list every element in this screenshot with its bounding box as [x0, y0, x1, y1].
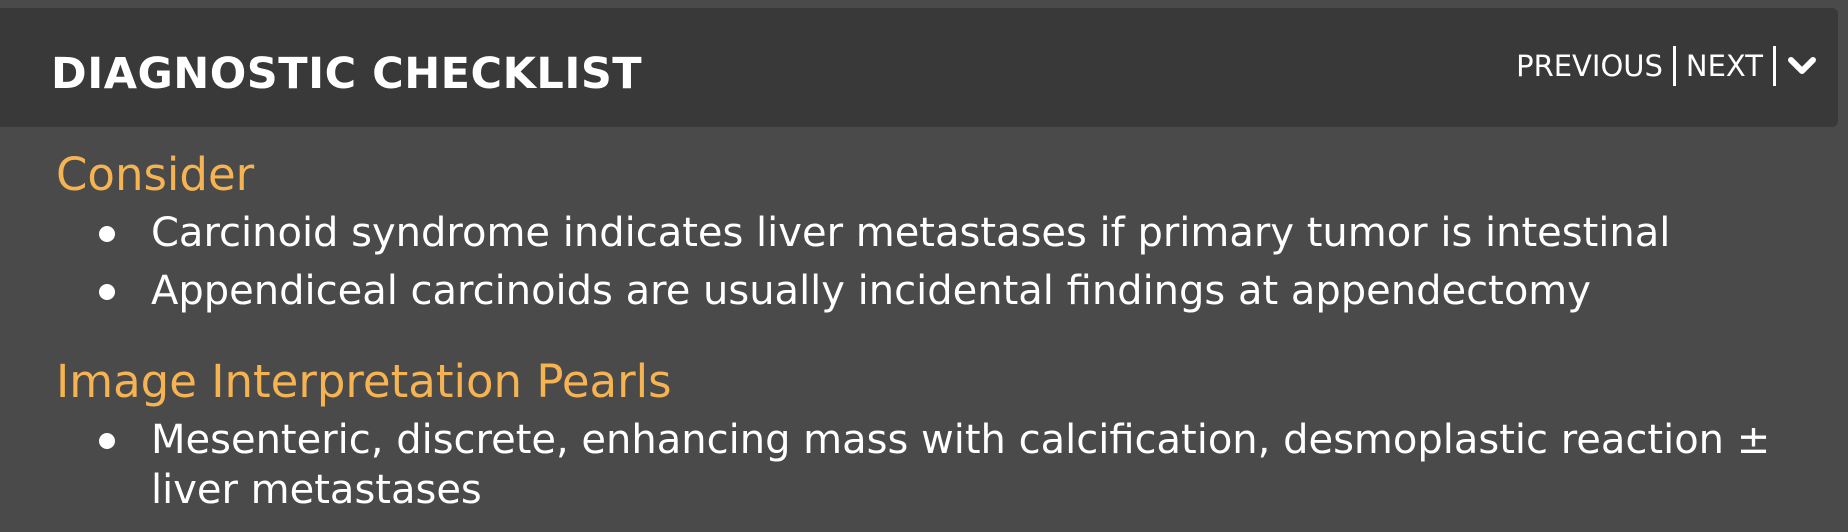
nav-divider [1773, 46, 1776, 86]
consider-list: Carcinoid syndrome indicates liver metas… [0, 208, 1848, 316]
list-item: Carcinoid syndrome indicates liver metas… [0, 208, 1848, 258]
bullet-icon [99, 226, 115, 242]
section-header: DIAGNOSTIC CHECKLIST PREVIOUS NEXT [0, 8, 1838, 127]
section-heading-consider: Consider [56, 148, 255, 201]
previous-link[interactable]: PREVIOUS [1516, 49, 1663, 83]
list-item: Mesenteric, discrete, enhancing mass wit… [0, 415, 1848, 515]
chevron-down-icon[interactable] [1780, 44, 1824, 88]
top-strip [0, 0, 1848, 8]
bullet-icon [99, 433, 115, 449]
pearls-list: Mesenteric, discrete, enhancing mass wit… [0, 415, 1848, 515]
nav-divider [1672, 46, 1676, 86]
list-item-text: Carcinoid syndrome indicates liver metas… [151, 210, 1671, 256]
section-nav: PREVIOUS NEXT [1506, 38, 1824, 94]
section-title: DIAGNOSTIC CHECKLIST [51, 49, 643, 99]
list-item: Appendiceal carcinoids are usually incid… [0, 266, 1848, 316]
bullet-icon [99, 284, 115, 300]
list-item-text: Appendiceal carcinoids are usually incid… [151, 268, 1591, 314]
next-link[interactable]: NEXT [1685, 49, 1763, 83]
section-heading-pearls: Image Interpretation Pearls [56, 355, 672, 408]
list-item-text: Mesenteric, discrete, enhancing mass wit… [151, 417, 1771, 513]
